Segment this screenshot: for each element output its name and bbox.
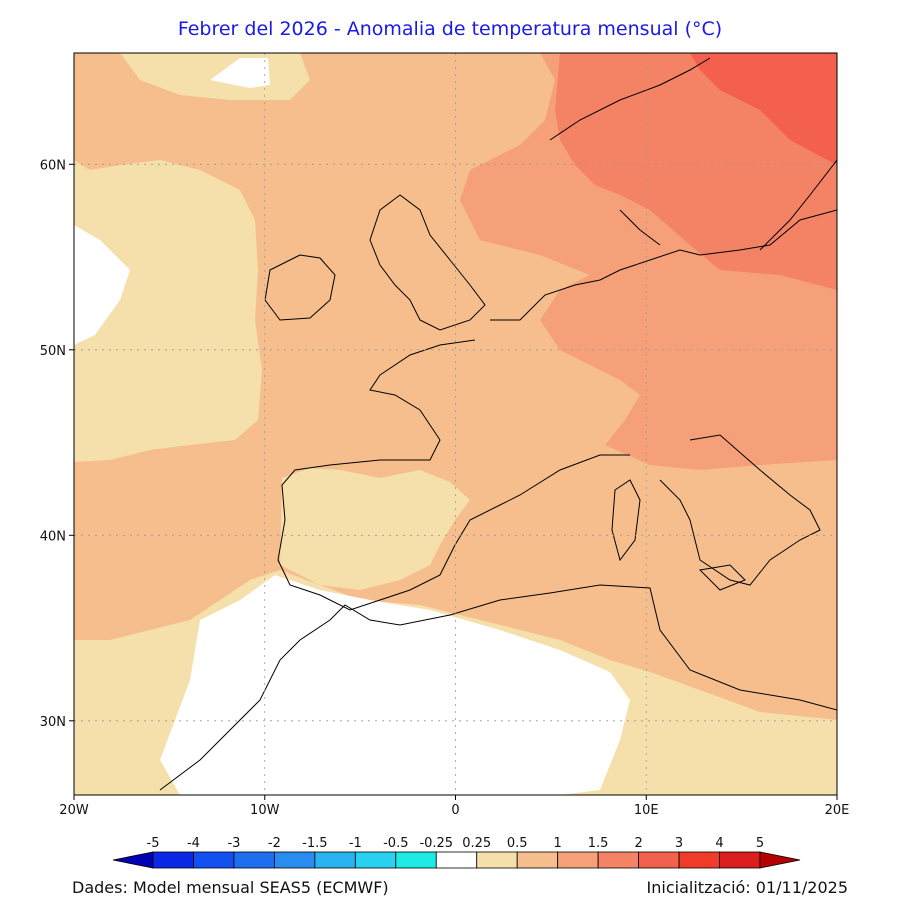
color-legend: -5 -4 -3 -2 -1.5 -1 -0.5 -0.25 0.25 0.5 1 1.5 2 3 4 5	[112, 836, 801, 869]
legend-swatch	[354, 851, 397, 869]
tick-label-lat: 50N	[40, 344, 66, 359]
legend-label: 5	[756, 836, 764, 851]
coastline-islands	[611, 479, 746, 591]
legend-label: 1	[554, 836, 562, 851]
legend-swatch	[273, 851, 316, 869]
coastline-scandinavia	[549, 57, 837, 251]
tick-label-lon: 0	[451, 803, 459, 818]
legend-label: 0.5	[507, 836, 528, 851]
legend-swatch	[435, 851, 478, 869]
anomaly-field-neutral-sahara	[160, 575, 630, 795]
legend-swatch	[597, 851, 640, 869]
coastline-north-africa	[159, 584, 837, 791]
legend-swatch	[193, 851, 235, 869]
legend-label: 0.25	[462, 836, 491, 851]
initialization-date: Inicialització: 01/11/2025	[646, 878, 848, 897]
legend-label: 1.5	[588, 836, 609, 851]
tick-label-lat: 30N	[40, 715, 66, 730]
legend-swatch	[678, 851, 720, 869]
legend-label: 3	[675, 836, 683, 851]
legend-label: -2	[268, 836, 281, 851]
legend-label: 2	[634, 836, 642, 851]
legend-swatch	[395, 851, 437, 869]
data-source: Dades: Model mensual SEAS5 (ECMWF)	[72, 878, 389, 897]
tick-label-lon: 20W	[59, 803, 89, 818]
legend-label: -0.25	[419, 836, 453, 851]
legend-label: -3	[227, 836, 240, 851]
legend-arrow-low	[112, 851, 154, 869]
legend-label: -4	[187, 836, 200, 851]
tick-label-lon: 10W	[250, 803, 280, 818]
anomaly-field-0.25-0.5-west	[74, 160, 262, 462]
lat-lon-grid	[74, 53, 837, 795]
anomaly-field-0.25-0.5-iberia	[280, 468, 470, 590]
legend-swatch	[638, 851, 680, 869]
tick-label-lat: 40N	[40, 529, 66, 544]
legend-label: 4	[715, 836, 723, 851]
legend-swatch	[719, 851, 761, 869]
coastline-ireland	[264, 254, 336, 321]
tick-label-lat: 60N	[40, 158, 66, 173]
tick-label-lon: 10E	[634, 803, 659, 818]
legend-swatch	[516, 851, 559, 869]
legend-label: -0.5	[383, 836, 408, 851]
anomaly-field-neutral-atlantic	[74, 225, 130, 345]
anomaly-field-2-3	[690, 53, 837, 165]
tick-label-lon: 20E	[825, 803, 850, 818]
coastline-italy	[659, 434, 821, 586]
coastline-france-iberia	[277, 339, 630, 611]
legend-arrow-high	[759, 851, 801, 869]
coastlines	[159, 57, 837, 791]
legend-label: -5	[147, 836, 160, 851]
legend-swatch	[314, 851, 356, 869]
legend-label: -1	[349, 836, 362, 851]
anomaly-field-neutral-north	[210, 58, 270, 88]
legend-swatch	[152, 851, 194, 869]
legend-swatch	[233, 851, 275, 869]
legend-swatch	[476, 851, 518, 869]
coastline-western-europe	[490, 209, 837, 321]
axis-ticks: 20W 10W 0 10E 20E 30N 40N 50N 60N	[40, 158, 850, 818]
coastline-great-britain	[369, 194, 486, 331]
map-title: Febrer del 2026 - Anomalia de temperatur…	[177, 18, 723, 40]
legend-swatch	[557, 851, 599, 869]
legend-label: -1.5	[302, 836, 327, 851]
